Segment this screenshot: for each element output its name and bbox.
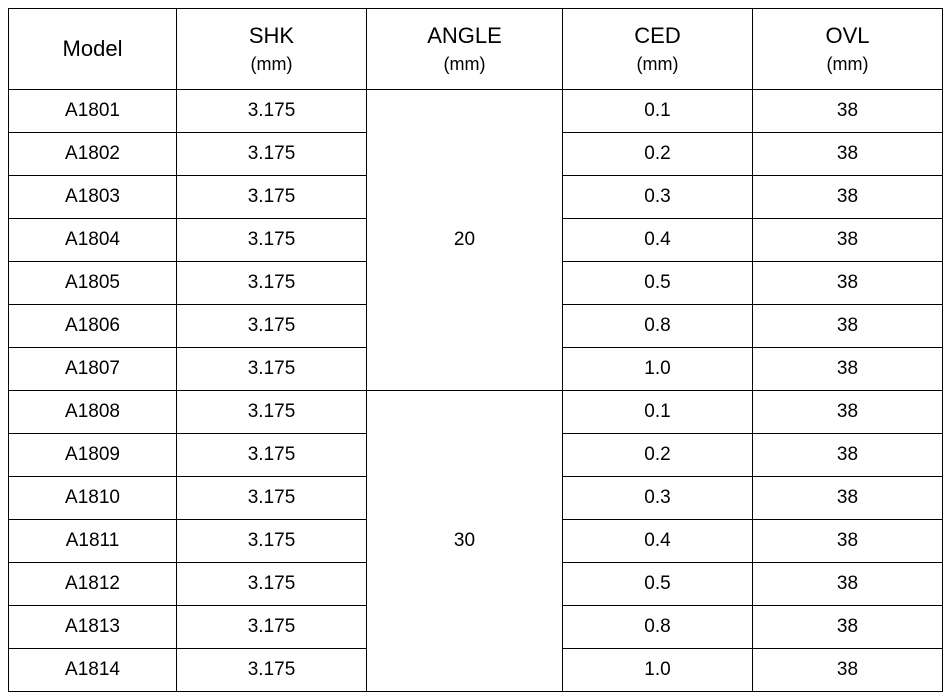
cell-model: A1806	[9, 305, 177, 348]
cell-angle: 30	[367, 391, 563, 692]
cell-ovl: 38	[753, 133, 943, 176]
col-shk: SHK (mm)	[177, 9, 367, 90]
cell-ovl: 38	[753, 176, 943, 219]
spec-table: Model SHK (mm) ANGLE (mm) CED (mm) OVL (…	[8, 8, 943, 692]
cell-ovl: 38	[753, 434, 943, 477]
col-ovl-sub: (mm)	[753, 52, 942, 77]
cell-model: A1804	[9, 219, 177, 262]
col-shk-label: SHK	[177, 21, 366, 52]
cell-ovl: 38	[753, 606, 943, 649]
cell-shk: 3.175	[177, 133, 367, 176]
cell-ovl: 38	[753, 391, 943, 434]
header-row: Model SHK (mm) ANGLE (mm) CED (mm) OVL (…	[9, 9, 943, 90]
cell-ced: 0.3	[563, 176, 753, 219]
cell-ced: 0.1	[563, 391, 753, 434]
cell-ced: 0.2	[563, 133, 753, 176]
col-ovl: OVL (mm)	[753, 9, 943, 90]
cell-model: A1807	[9, 348, 177, 391]
cell-model: A1813	[9, 606, 177, 649]
cell-model: A1801	[9, 90, 177, 133]
cell-ced: 0.5	[563, 563, 753, 606]
cell-ced: 0.8	[563, 305, 753, 348]
cell-ced: 1.0	[563, 348, 753, 391]
cell-shk: 3.175	[177, 262, 367, 305]
cell-model: A1811	[9, 520, 177, 563]
cell-ovl: 38	[753, 563, 943, 606]
cell-angle: 20	[367, 90, 563, 391]
cell-shk: 3.175	[177, 649, 367, 692]
col-model: Model	[9, 9, 177, 90]
cell-ovl: 38	[753, 90, 943, 133]
cell-ced: 0.2	[563, 434, 753, 477]
cell-shk: 3.175	[177, 219, 367, 262]
cell-model: A1810	[9, 477, 177, 520]
cell-shk: 3.175	[177, 348, 367, 391]
cell-ced: 0.4	[563, 520, 753, 563]
cell-ovl: 38	[753, 649, 943, 692]
cell-shk: 3.175	[177, 176, 367, 219]
cell-ced: 0.8	[563, 606, 753, 649]
col-ced-label: CED	[563, 21, 752, 52]
cell-shk: 3.175	[177, 477, 367, 520]
cell-shk: 3.175	[177, 606, 367, 649]
cell-model: A1809	[9, 434, 177, 477]
col-shk-sub: (mm)	[177, 52, 366, 77]
table-row: A1808 3.175 30 0.1 38	[9, 391, 943, 434]
col-ced: CED (mm)	[563, 9, 753, 90]
cell-ovl: 38	[753, 305, 943, 348]
col-ovl-label: OVL	[753, 21, 942, 52]
table-body: A1801 3.175 20 0.1 38 A1802 3.175 0.2 38…	[9, 90, 943, 692]
cell-ced: 0.4	[563, 219, 753, 262]
cell-shk: 3.175	[177, 520, 367, 563]
cell-ovl: 38	[753, 219, 943, 262]
cell-ovl: 38	[753, 477, 943, 520]
cell-model: A1808	[9, 391, 177, 434]
col-angle-sub: (mm)	[367, 52, 562, 77]
cell-ced: 0.3	[563, 477, 753, 520]
cell-ced: 0.5	[563, 262, 753, 305]
cell-shk: 3.175	[177, 305, 367, 348]
cell-model: A1802	[9, 133, 177, 176]
cell-shk: 3.175	[177, 563, 367, 606]
cell-ovl: 38	[753, 520, 943, 563]
col-angle-label: ANGLE	[367, 21, 562, 52]
cell-ovl: 38	[753, 348, 943, 391]
cell-ced: 1.0	[563, 649, 753, 692]
cell-shk: 3.175	[177, 90, 367, 133]
table-row: A1801 3.175 20 0.1 38	[9, 90, 943, 133]
col-ced-sub: (mm)	[563, 52, 752, 77]
cell-ovl: 38	[753, 262, 943, 305]
cell-model: A1805	[9, 262, 177, 305]
cell-model: A1814	[9, 649, 177, 692]
cell-model: A1812	[9, 563, 177, 606]
col-model-label: Model	[9, 34, 176, 65]
cell-shk: 3.175	[177, 391, 367, 434]
cell-ced: 0.1	[563, 90, 753, 133]
cell-model: A1803	[9, 176, 177, 219]
col-angle: ANGLE (mm)	[367, 9, 563, 90]
cell-shk: 3.175	[177, 434, 367, 477]
